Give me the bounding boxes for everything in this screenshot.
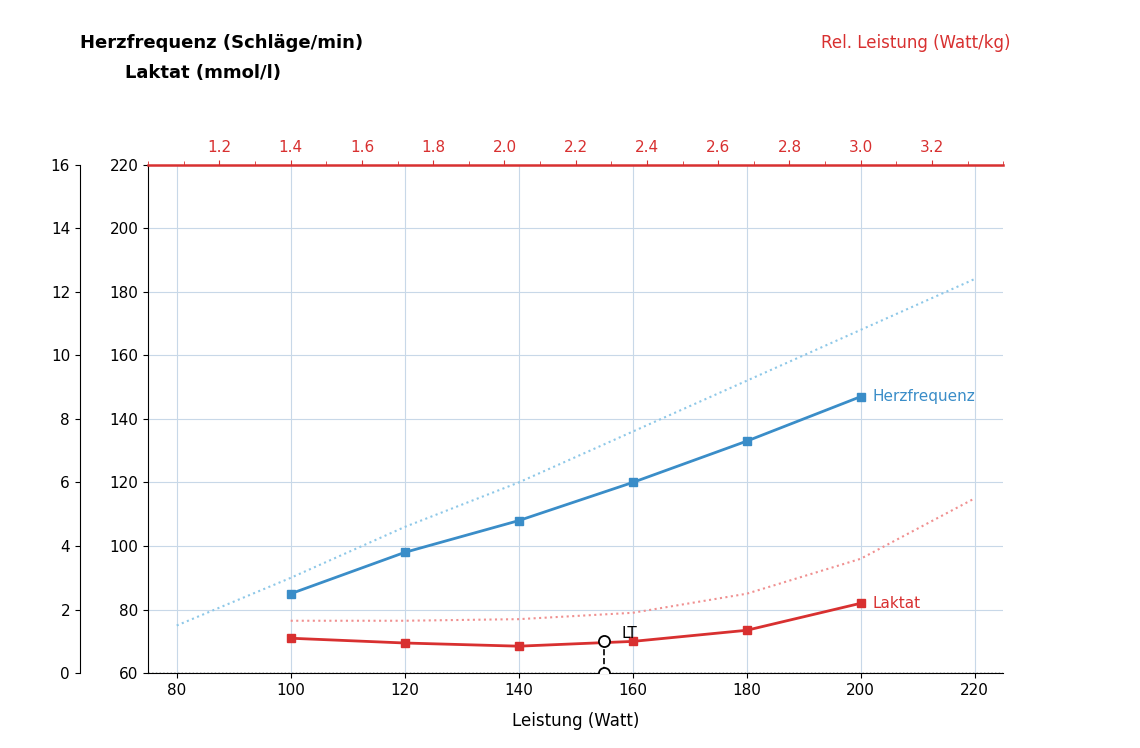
Text: Herzfrequenz (Schläge/min): Herzfrequenz (Schläge/min) xyxy=(80,34,363,52)
Text: Rel. Leistung (Watt/kg): Rel. Leistung (Watt/kg) xyxy=(821,34,1010,52)
Text: LT: LT xyxy=(621,625,637,640)
X-axis label: Leistung (Watt): Leistung (Watt) xyxy=(512,712,640,730)
Text: Laktat: Laktat xyxy=(872,595,920,611)
Text: Herzfrequenz: Herzfrequenz xyxy=(872,389,975,404)
Text: Laktat (mmol/l): Laktat (mmol/l) xyxy=(125,64,282,82)
